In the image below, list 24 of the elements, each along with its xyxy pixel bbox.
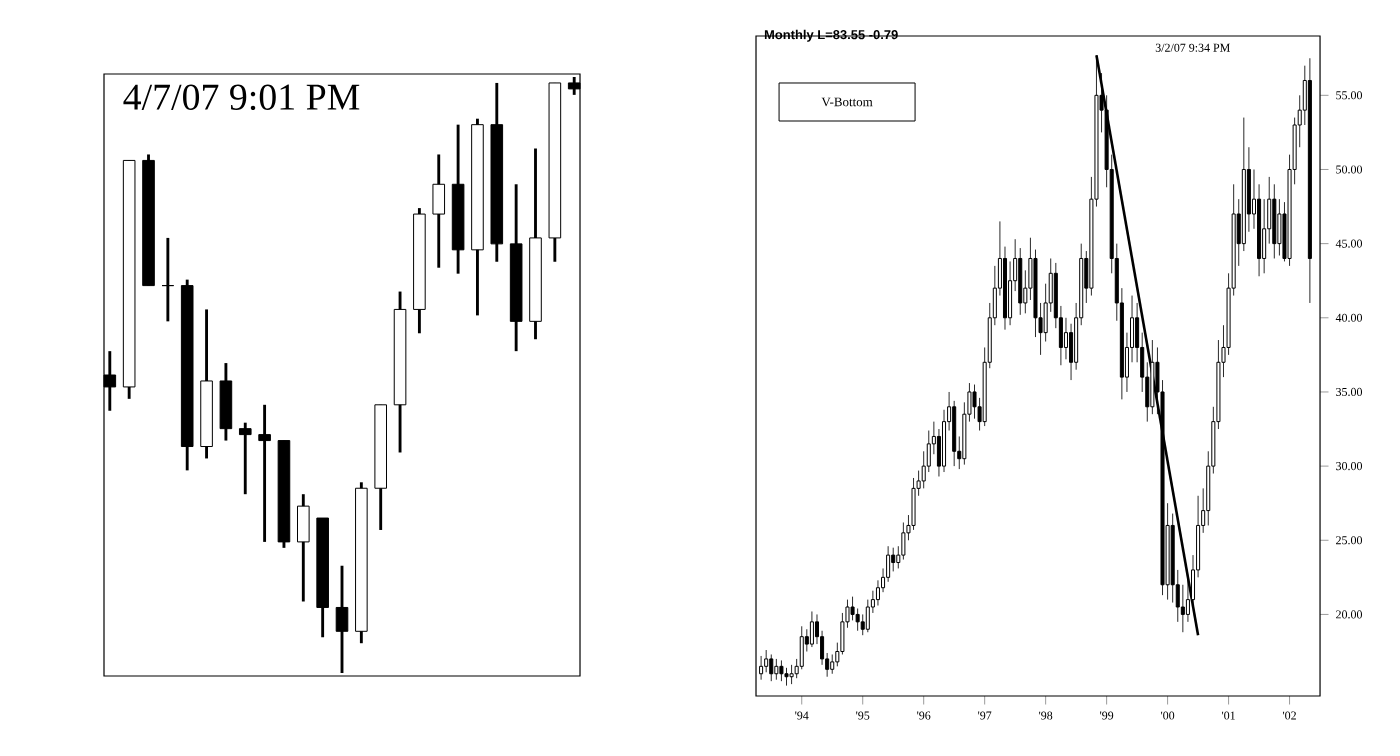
- candlestick: [432, 153, 446, 270]
- candlestick: [1018, 247, 1023, 316]
- candlestick: [764, 649, 769, 673]
- candlestick: [258, 403, 271, 544]
- candlestick: [901, 522, 906, 560]
- candlestick: [809, 611, 814, 648]
- annotation: 4/7/07 9:01 PM: [123, 84, 360, 111]
- candlestick: [769, 654, 774, 682]
- candlestick: [161, 236, 175, 323]
- candlestick: [784, 667, 789, 687]
- candlestick: [1272, 183, 1277, 259]
- candlestick: [238, 421, 252, 496]
- candlestick: [219, 361, 233, 442]
- candlestick: [1150, 339, 1155, 415]
- candlestick: [860, 614, 865, 636]
- candlestick: [774, 658, 779, 681]
- candlestick: [1277, 198, 1282, 256]
- candlestick: [891, 547, 896, 572]
- candlestick: [779, 659, 784, 682]
- candlestick: [789, 664, 794, 685]
- candlestick: [865, 599, 870, 633]
- candlestick: [297, 492, 310, 603]
- candlestick: [952, 400, 957, 467]
- candlestick: [799, 625, 804, 670]
